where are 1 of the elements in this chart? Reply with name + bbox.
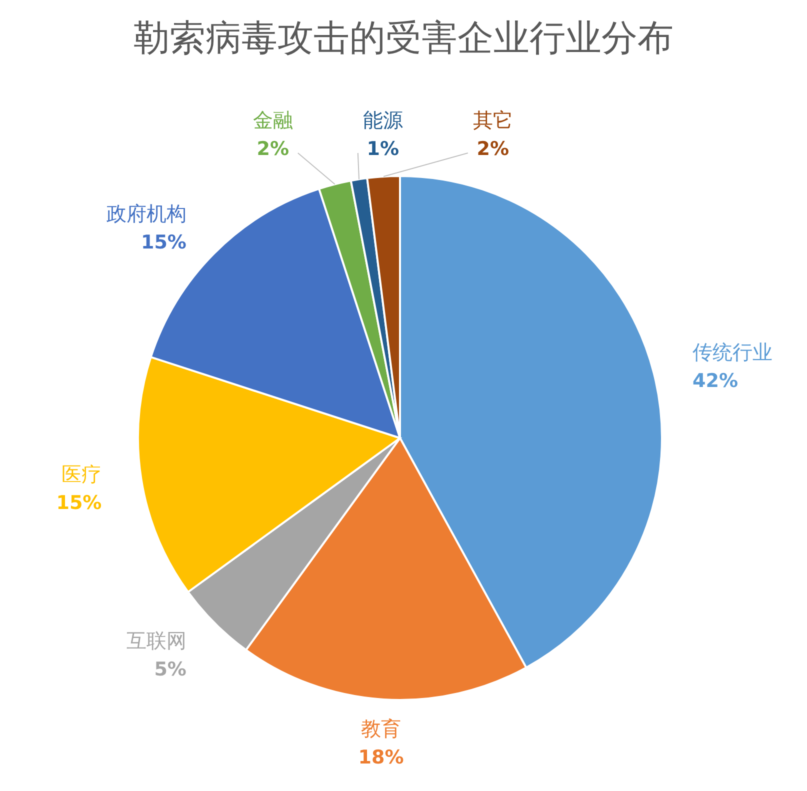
chart-title: 勒索病毒攻击的受害企业行业分布 — [134, 18, 674, 59]
